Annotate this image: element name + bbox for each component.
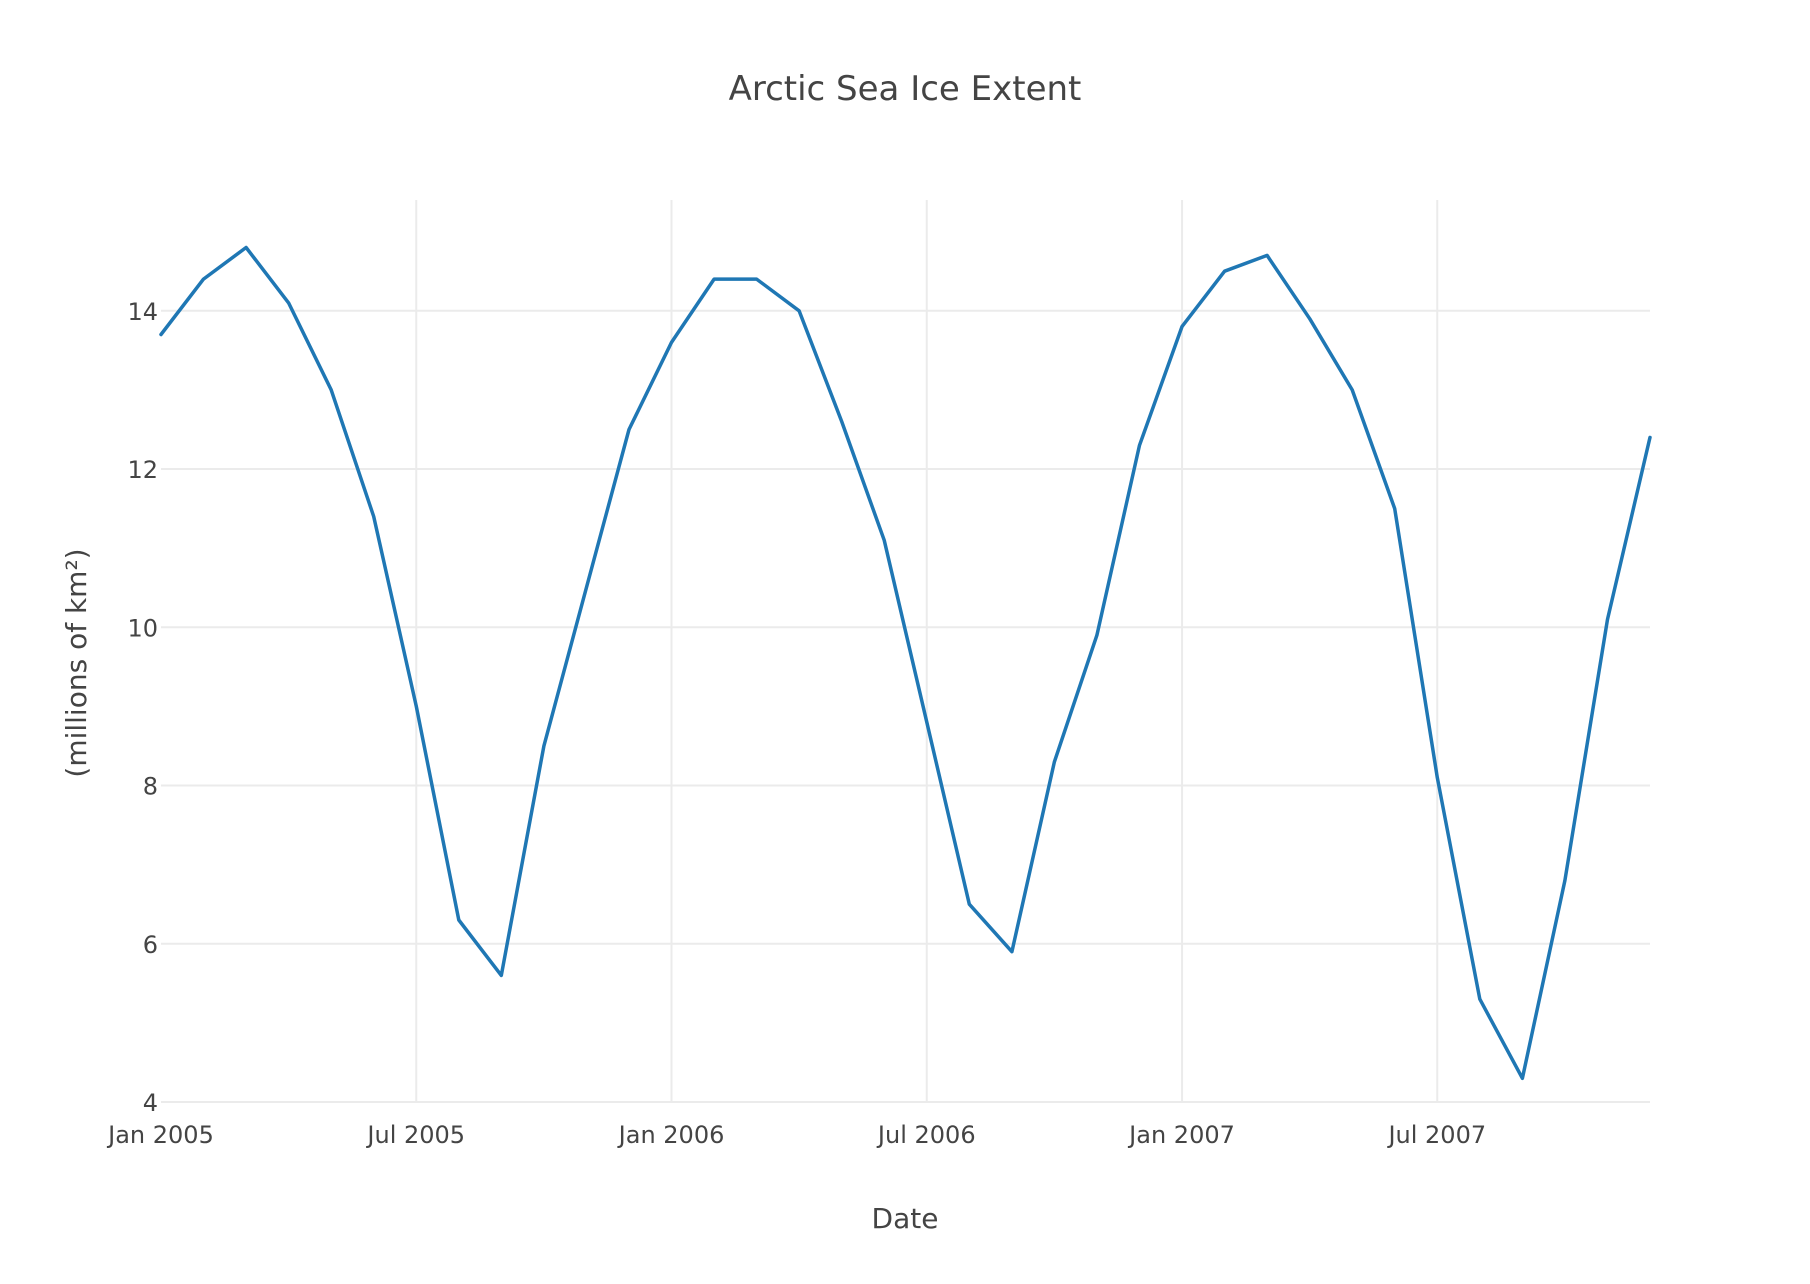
x-tick-label: Jan 2006 xyxy=(617,1121,725,1149)
y-tick-labels: 4 6 8 10 12 14 xyxy=(127,298,158,1117)
series-line xyxy=(159,245,1652,1081)
x-tick-label: Jul 2007 xyxy=(1386,1121,1486,1149)
x-tick-label: Jul 2005 xyxy=(365,1121,465,1149)
y-tick-label: 12 xyxy=(127,456,158,484)
y-tick-label: 8 xyxy=(143,773,158,801)
x-tick-label: Jan 2007 xyxy=(1127,1121,1235,1149)
series-layer xyxy=(159,245,1652,1081)
chart-title: Arctic Sea Ice Extent xyxy=(729,69,1082,109)
x-gridlines xyxy=(415,200,1439,1102)
y-tick-label: 14 xyxy=(127,298,158,326)
x-tick-label: Jan 2005 xyxy=(106,1121,214,1149)
x-axis-title: Date xyxy=(872,1202,939,1235)
x-tick-label: Jul 2006 xyxy=(876,1121,976,1149)
y-tick-label: 10 xyxy=(127,614,158,642)
x-tick-labels: Jan 2005 Jul 2005 Jan 2006 Jul 2006 Jan 2007… xyxy=(106,1121,1486,1149)
y-axis-title: (millions of km²) xyxy=(60,548,93,777)
y-tick-label: 6 xyxy=(143,931,158,959)
y-tick-label: 4 xyxy=(143,1089,158,1117)
